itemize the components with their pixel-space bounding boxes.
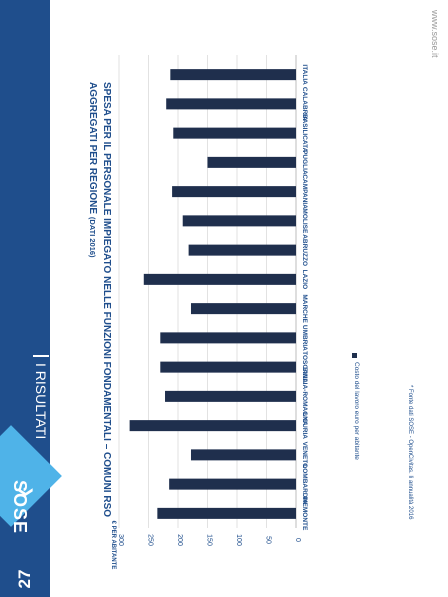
bar — [207, 156, 296, 168]
y-axis-label: € PER ABITANTE — [110, 521, 116, 570]
bar — [169, 478, 296, 490]
y-tick-label: 200 — [176, 534, 183, 546]
y-tick-label: 0 — [294, 538, 301, 542]
legend-swatch — [352, 353, 357, 358]
category-label: ABRUZZO — [301, 234, 308, 266]
category-label: ITALIA — [301, 64, 308, 85]
category-label: VENETO — [301, 442, 308, 469]
footnote: * Fonte dati SOSE - OpenCivitas. Ii annu… — [407, 385, 413, 520]
category-label: LAZIO — [301, 270, 308, 290]
category-label: PUGLIA — [301, 150, 308, 175]
bar — [190, 449, 296, 461]
legend-label: Costo del lavoro euro per abitante — [353, 362, 360, 460]
bar — [173, 127, 296, 139]
right-margin — [425, 0, 448, 597]
category-label: EMILIA-ROMAGNA — [301, 367, 308, 426]
bar — [170, 69, 296, 81]
category-label: LOMBARDIA — [301, 464, 308, 504]
bar — [166, 98, 296, 110]
category-label: PIEMONTE — [301, 496, 308, 531]
category-label: MOLISE — [301, 208, 308, 234]
bar — [143, 273, 296, 285]
bar — [157, 507, 296, 519]
category-label: UMBRIA — [301, 325, 308, 351]
bar — [129, 420, 296, 432]
y-tick-label: 100 — [235, 534, 242, 546]
website-link[interactable]: www.sose.it — [430, 10, 440, 58]
y-tick-label: 300 — [117, 534, 124, 546]
bar — [190, 303, 296, 315]
y-tick-label: 250 — [147, 534, 154, 546]
bar — [160, 332, 296, 344]
bar — [160, 361, 296, 373]
bar — [182, 215, 296, 227]
category-label: LIGURIA — [301, 412, 308, 439]
category-label: MARCHE — [301, 294, 308, 323]
y-tick-label: 150 — [206, 534, 213, 546]
category-label: BASILICATA — [301, 114, 308, 153]
category-label: TOSCANA — [301, 351, 308, 383]
y-tick-label: 50 — [265, 536, 272, 544]
category-label: CALABRIA — [301, 87, 308, 121]
bar — [172, 186, 296, 198]
bar — [188, 244, 296, 256]
category-label: CAMPANIA — [301, 174, 308, 209]
bar — [165, 390, 296, 402]
